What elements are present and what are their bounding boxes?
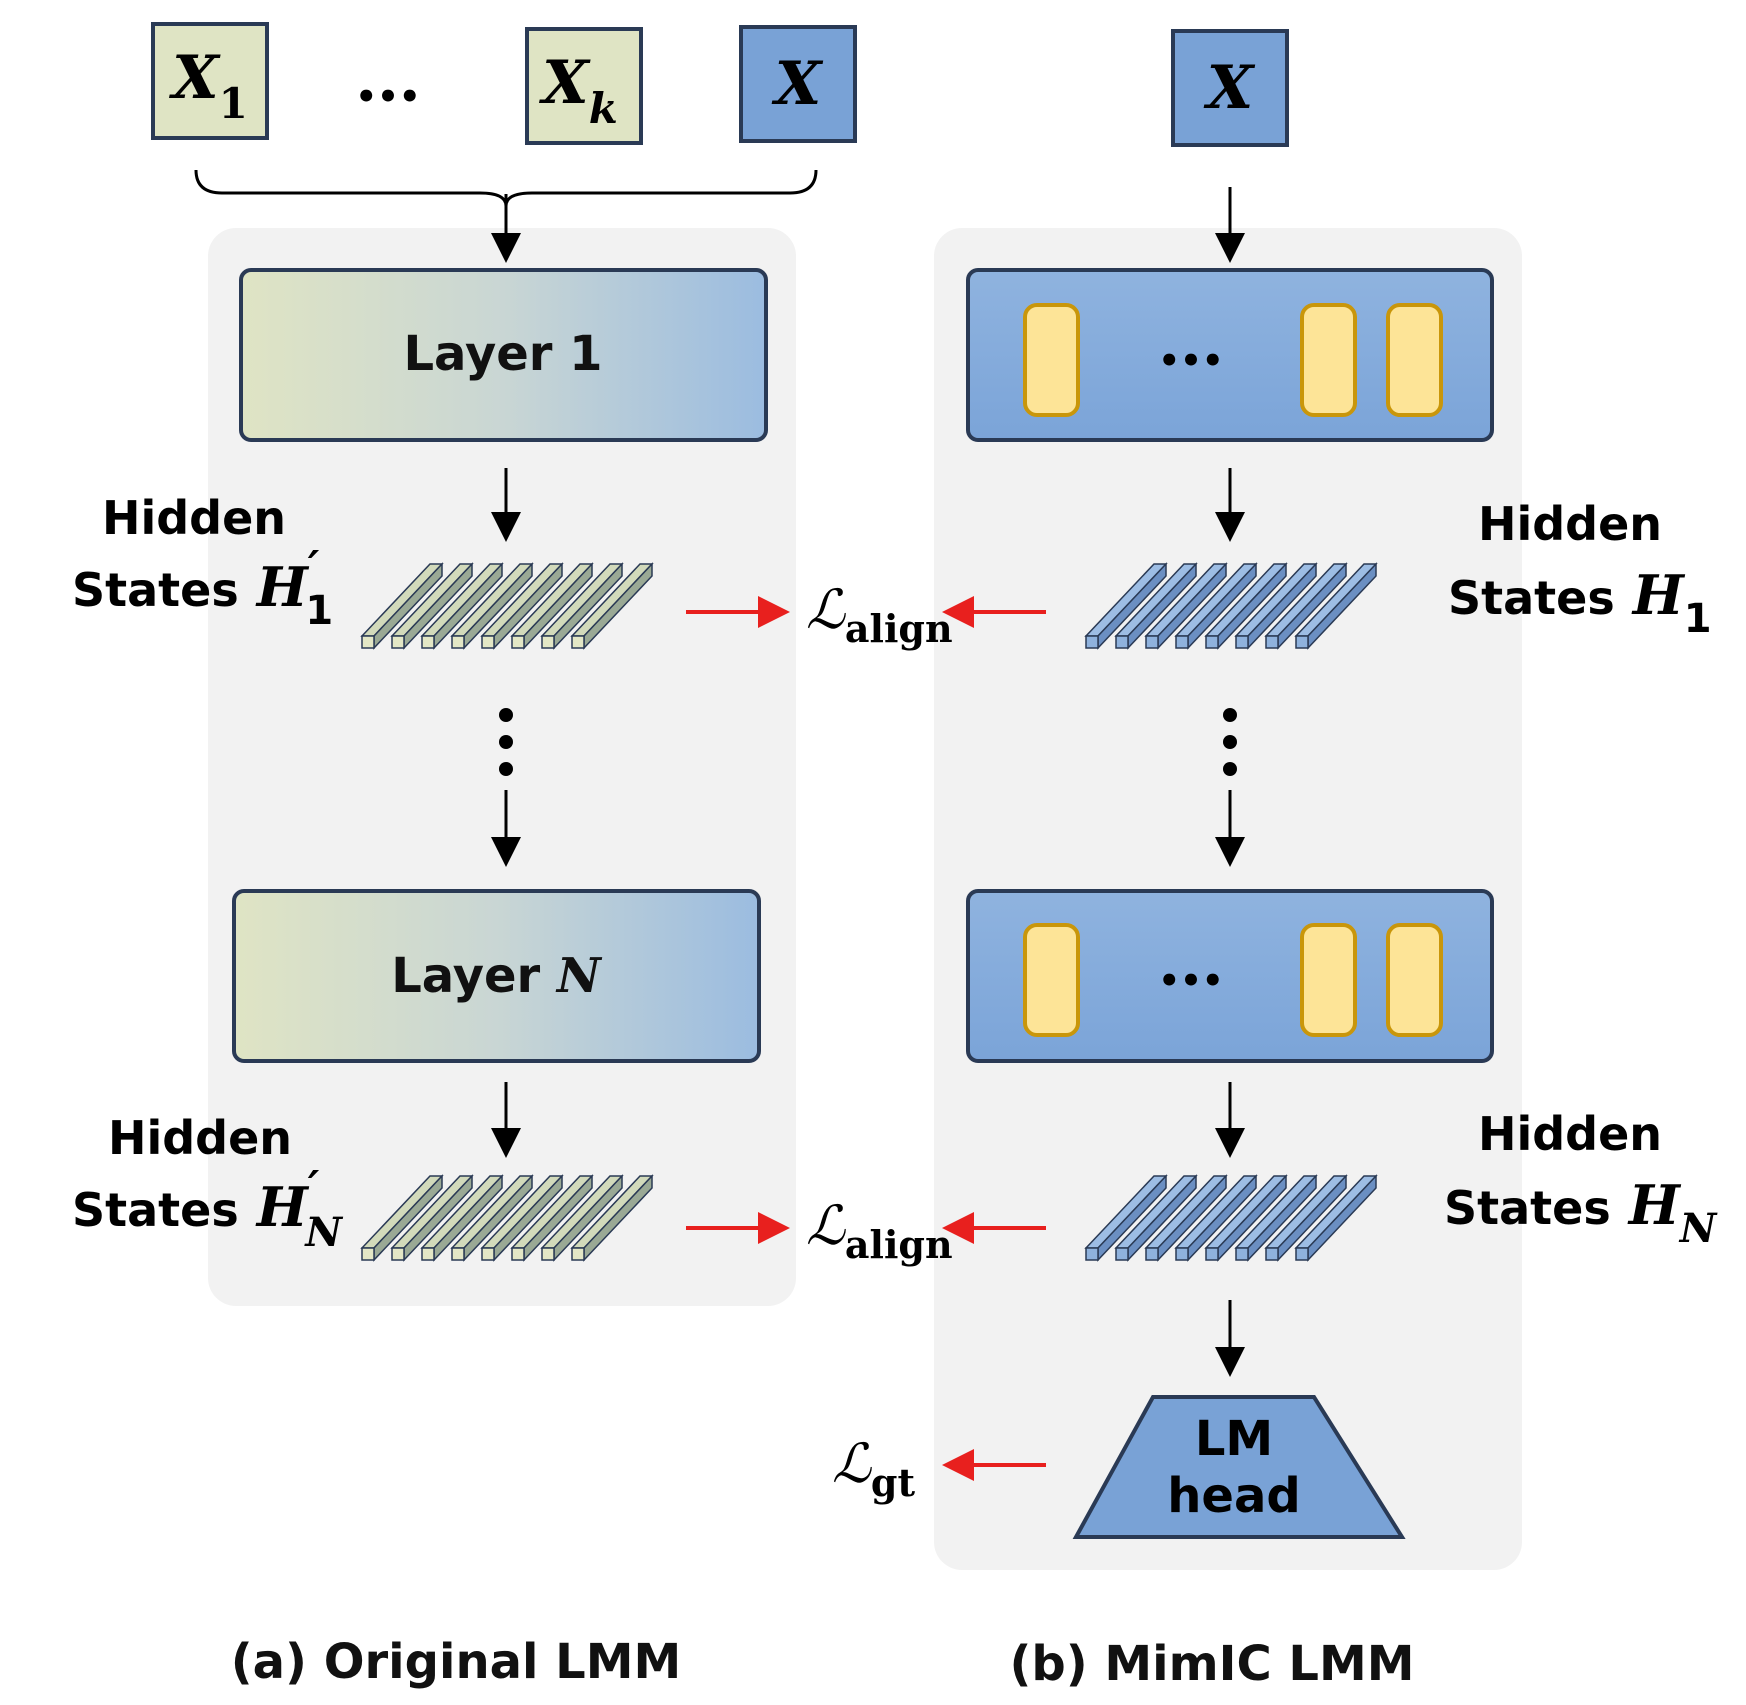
- lm-head: LM head: [1072, 1395, 1406, 1539]
- hidden-state-bar-front: [451, 1247, 465, 1261]
- block-ellipsis: •••: [1158, 961, 1223, 1001]
- hidden-state-bar-front: [571, 1247, 585, 1261]
- svg-text:X: X: [1203, 53, 1256, 123]
- adapter-slot: [1386, 303, 1443, 417]
- adapter-slot: [1300, 303, 1357, 417]
- hidden-state-bar-front: [571, 635, 585, 649]
- hidden-state-bar-front: [1175, 1247, 1189, 1261]
- hidden-state-bar-front: [421, 635, 435, 649]
- input-demo-k: Xk: [525, 27, 643, 145]
- vertical-ellipsis-left: [499, 708, 513, 776]
- hidden-state-bar-front: [1175, 635, 1189, 649]
- mimic-block-1: •••: [966, 268, 1494, 442]
- hidden-state-bar-front: [1265, 1247, 1279, 1261]
- hidden-state-bar-front: [1295, 1247, 1309, 1261]
- hidden-state-bar-front: [1295, 635, 1309, 649]
- svg-text:Hidden: Hidden: [1478, 1107, 1662, 1161]
- hidden-state-bar-front: [1145, 635, 1159, 649]
- label-right-hn: Hidden States HN: [1444, 1107, 1718, 1252]
- hidden-states-left-1: [360, 562, 654, 650]
- input-query-left: X: [739, 25, 857, 143]
- hidden-state-bar-front: [1205, 635, 1219, 649]
- label-left-hn: Hidden States H′ N: [72, 1111, 343, 1256]
- svg-text:Layer 1: Layer 1: [403, 326, 602, 382]
- svg-text:Hidden: Hidden: [102, 491, 286, 545]
- hidden-state-bar-front: [481, 1247, 495, 1261]
- input-query-right: X: [1171, 29, 1289, 147]
- svg-text:X: X: [771, 49, 824, 119]
- adapter-slot: [1386, 923, 1443, 1037]
- hidden-state-bar-front: [1205, 1247, 1219, 1261]
- vertical-ellipsis-right: [1223, 708, 1237, 776]
- hidden-state-bar-front: [391, 635, 405, 649]
- mimic-block-n: •••: [966, 889, 1494, 1063]
- hidden-state-bar-front: [1145, 1247, 1159, 1261]
- hidden-state-bar-front: [1115, 1247, 1129, 1261]
- hidden-state-bar-front: [511, 635, 525, 649]
- block-ellipsis: •••: [1158, 341, 1223, 381]
- hidden-state-bar-front: [481, 635, 495, 649]
- loss-gt: ℒgt: [832, 1432, 915, 1505]
- svg-text:Hidden: Hidden: [1478, 497, 1662, 551]
- loss-align-1: ℒalign: [806, 578, 953, 651]
- layer-n-box: Layer N: [232, 889, 761, 1063]
- hidden-state-bar-front: [511, 1247, 525, 1261]
- hidden-state-bar-front: [1235, 1247, 1249, 1261]
- input-ellipsis: •••: [355, 77, 420, 117]
- hidden-state-bar-front: [451, 635, 465, 649]
- hidden-state-bar-front: [1235, 635, 1249, 649]
- hidden-states-right-1: [1084, 562, 1378, 650]
- svg-text:Xk: Xk: [538, 48, 618, 133]
- hidden-states-left-n: [360, 1174, 654, 1262]
- hidden-state-bar-front: [1265, 635, 1279, 649]
- svg-text:X1: X1: [168, 43, 248, 128]
- adapter-slot: [1023, 303, 1080, 417]
- svg-text:LM: LM: [1195, 1411, 1273, 1467]
- hidden-state-bar-front: [421, 1247, 435, 1261]
- input-demo-1: X1: [151, 22, 269, 140]
- hidden-state-bar-front: [1115, 635, 1129, 649]
- hidden-state-bar-front: [1085, 635, 1099, 649]
- caption-original-lmm: (a) Original LMM: [231, 1634, 682, 1690]
- caption-mimic-lmm: (b) MimIC LMM: [1009, 1636, 1414, 1692]
- svg-text:Layer N: Layer N: [391, 948, 603, 1004]
- label-right-h1: Hidden States H1: [1448, 497, 1712, 642]
- adapter-slot: [1300, 923, 1357, 1037]
- layer-1-box: Layer 1: [239, 268, 768, 442]
- svg-text:Hidden: Hidden: [108, 1111, 292, 1165]
- loss-align-n: ℒalign: [806, 1194, 953, 1267]
- hidden-state-bar-front: [1085, 1247, 1099, 1261]
- hidden-state-bar-front: [361, 1247, 375, 1261]
- adapter-slot: [1023, 923, 1080, 1037]
- hidden-states-right-n: [1084, 1174, 1378, 1262]
- svg-text:head: head: [1167, 1468, 1300, 1524]
- hidden-state-bar-front: [541, 635, 555, 649]
- label-left-h1: Hidden States H′ 1: [72, 491, 333, 634]
- hidden-state-bar-front: [361, 635, 375, 649]
- hidden-state-bar-front: [541, 1247, 555, 1261]
- hidden-state-bar-front: [391, 1247, 405, 1261]
